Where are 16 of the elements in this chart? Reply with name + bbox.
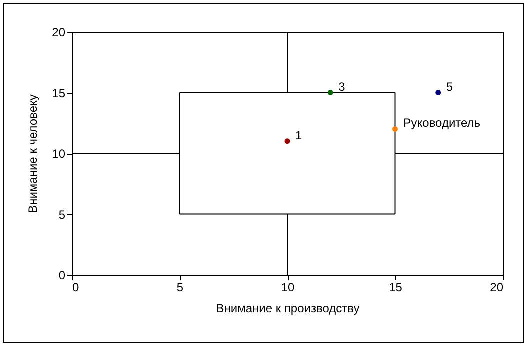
y-tick-label: 5 — [58, 208, 66, 222]
x-tick-label: 10 — [281, 280, 295, 294]
series-label: 1 — [296, 128, 302, 142]
x-tick-label: 5 — [176, 280, 184, 294]
series-label: Руководитель — [403, 116, 481, 130]
x-tick-label: 15 — [389, 280, 403, 294]
y-axis-title: Внимание к человеку — [26, 94, 40, 214]
series-label: 5 — [446, 80, 454, 94]
series-label: 3 — [338, 80, 346, 94]
x-tick-label: 0 — [72, 280, 80, 294]
y-tick-label: 20 — [52, 26, 66, 40]
y-tick-label: 0 — [58, 268, 66, 282]
x-axis-title: Внимание к производству — [216, 302, 360, 316]
y-tick-label: 15 — [52, 86, 66, 100]
x-tick-label: 20 — [490, 280, 504, 294]
y-tick-label: 10 — [52, 147, 66, 161]
